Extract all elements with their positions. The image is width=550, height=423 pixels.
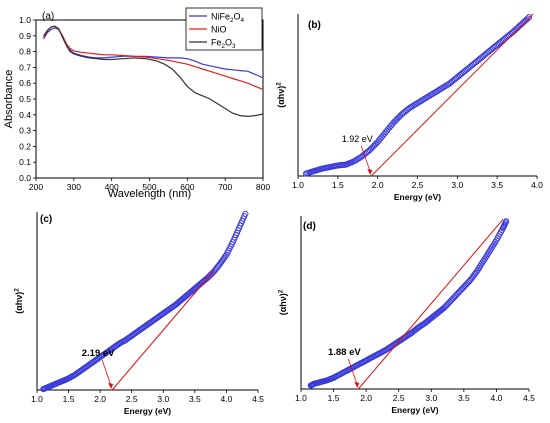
x-tick-label: 3.5 <box>458 393 470 403</box>
x-tick-label: 3.0 <box>425 393 437 403</box>
x-tick-label: 2.5 <box>393 393 405 403</box>
data-point <box>208 270 215 277</box>
data-point <box>204 274 211 281</box>
x-tick-label: 2.5 <box>412 180 424 190</box>
annotation-arrow <box>360 145 371 173</box>
data-point <box>205 273 212 280</box>
x-tick-label: 2.0 <box>94 394 106 404</box>
y-tick-label: 0.8 <box>19 47 31 57</box>
x-tick-label: 3.5 <box>491 180 503 190</box>
panel-label: (c) <box>40 214 52 225</box>
y-tick-label: 1.0 <box>19 15 31 25</box>
bandgap-annotation: 1.88 eV <box>328 347 361 358</box>
x-axis-label: Energy (eV) <box>391 405 438 415</box>
y-tick-label: 0.1 <box>19 157 31 167</box>
x-tick-label: 400 <box>105 182 119 192</box>
chart-panel-c: 1.0 1.5 2.0 2.5 3.0 3.5 4.0 4.5 Energy (eV) (αhν)… <box>13 210 264 416</box>
x-tick-label: 600 <box>180 182 194 192</box>
x-axis-label: Energy (eV) <box>394 192 441 202</box>
y-axis-label: Absorbance <box>3 70 15 129</box>
bandgap-annotation: 1.92 eV <box>342 134 373 144</box>
x-tick-label: 1.0 <box>292 180 304 190</box>
y-tick-label: 0.4 <box>19 110 31 120</box>
y-tick-label: 0.9 <box>19 31 31 41</box>
x-axis-label: Wavelength (nm) <box>108 188 191 200</box>
fit-line <box>111 270 215 391</box>
y-tick-label: 0.7 <box>19 62 31 72</box>
x-tick-label: 4.0 <box>221 394 233 404</box>
series-line <box>43 25 264 118</box>
x-tick-label: 800 <box>256 182 270 192</box>
chart-panel-d: 1.0 1.5 2.0 2.5 3.0 3.5 4.0 4.5 Energy (eV) (αhν)… <box>277 216 535 415</box>
x-tick-label: 3.5 <box>189 394 201 404</box>
legend-label: NiO <box>211 25 227 35</box>
x-tick-label: 4.5 <box>523 393 535 403</box>
data-point <box>503 218 510 225</box>
x-tick-label: 500 <box>142 182 156 192</box>
annotation-arrow <box>347 358 358 386</box>
x-tick-label: 3.0 <box>451 180 463 190</box>
panel-label: (a) <box>42 11 54 22</box>
x-tick-label: 3.0 <box>157 394 169 404</box>
y-tick-label: 0.5 <box>19 94 31 104</box>
annotation-arrowhead <box>354 382 360 388</box>
x-tick-label: 200 <box>29 182 43 192</box>
annotation-arrowhead <box>108 383 114 389</box>
x-tick-label: 2.0 <box>372 180 384 190</box>
chart-panel-b: 1.0 1.5 2.0 2.5 3.0 3.5 4.0 Energy (eV) (αhν)2​ (… <box>275 13 543 202</box>
panel-label: (b) <box>308 20 321 31</box>
data-point <box>203 275 210 282</box>
data-point <box>524 15 531 22</box>
x-tick-label: 4.5 <box>252 394 264 404</box>
y-axis-label: (αhν)2​ <box>13 288 24 314</box>
x-tick-label: 300 <box>67 182 81 192</box>
x-tick-label: 700 <box>218 182 232 192</box>
x-tick-label: 4.0 <box>531 180 543 190</box>
x-tick-label: 1.5 <box>332 180 344 190</box>
x-tick-label: 1.5 <box>63 394 75 404</box>
y-axis-label: (αhν)2​ <box>275 82 286 108</box>
chart-panel-a: 200 300 400 500 600 700 800 0.0 0.1 0.2 0.3 0.4 0.5 0… <box>3 7 270 200</box>
x-axis-label: Energy (eV) <box>124 406 171 416</box>
x-tick-label: 2.5 <box>126 394 138 404</box>
x-tick-label: 1.0 <box>31 394 43 404</box>
x-tick-label: 4.0 <box>491 393 503 403</box>
annotation-arrowhead <box>367 169 373 175</box>
data-point <box>525 14 533 21</box>
x-tick-label: 1.0 <box>295 393 307 403</box>
data-point <box>242 210 249 217</box>
data-point <box>207 271 214 278</box>
bandgap-annotation: 2.19 eV <box>82 348 115 359</box>
fit-line <box>370 13 534 177</box>
series-line <box>43 25 264 91</box>
y-axis-label: (αhν)2​ <box>277 289 288 315</box>
x-tick-label: 2.0 <box>360 393 372 403</box>
legend-label: Fe2​O3​ <box>211 38 236 50</box>
fit-line <box>357 219 504 390</box>
data-point <box>206 272 213 279</box>
x-tick-label: 1.5 <box>328 393 340 403</box>
panel-label: (d) <box>303 221 316 232</box>
y-tick-label: 0.6 <box>19 78 31 88</box>
y-tick-label: 0.0 <box>19 173 31 183</box>
legend-label: NiFe2​O4​ <box>211 12 245 24</box>
y-tick-label: 0.2 <box>19 141 31 151</box>
annotation-arrow <box>101 359 112 387</box>
y-tick-label: 0.3 <box>19 126 31 136</box>
